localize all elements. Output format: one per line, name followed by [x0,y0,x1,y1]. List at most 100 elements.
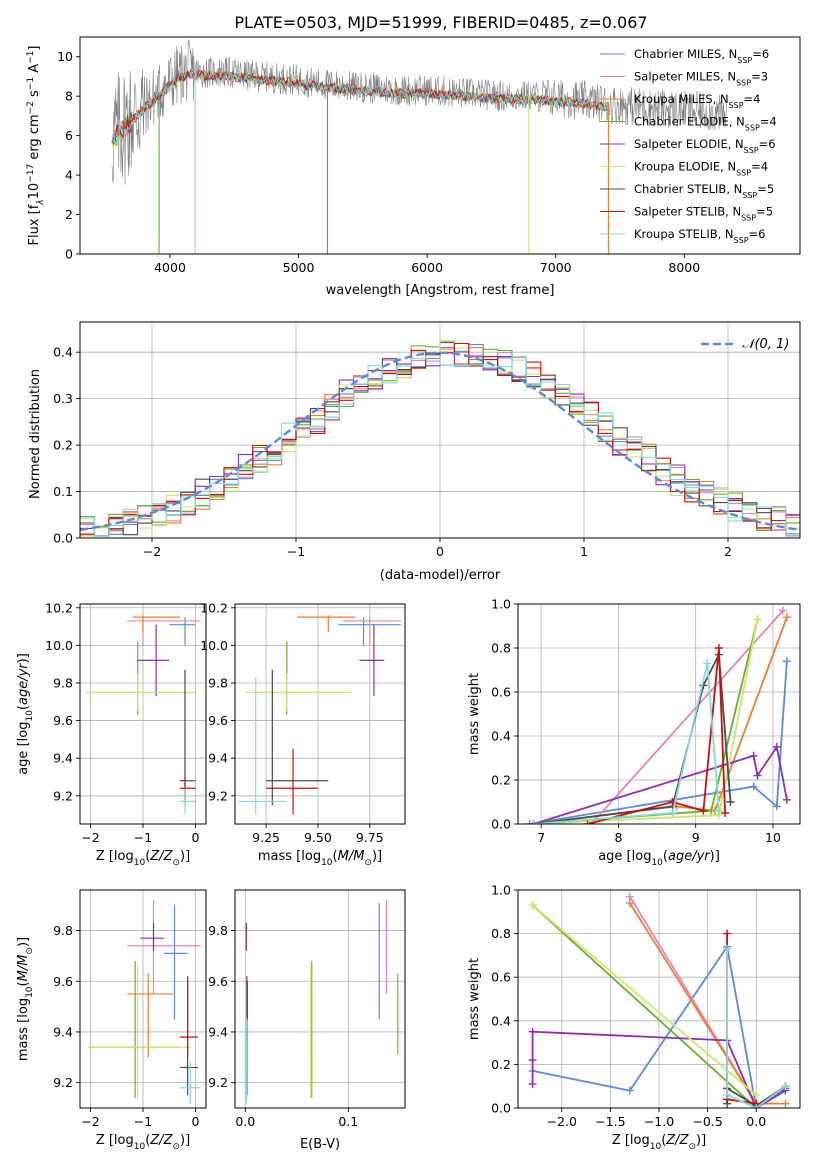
label-part: Z/Z [149,849,173,864]
weight-line-chabrier-stelib [533,651,732,824]
weight-line-chabrier-miles [529,661,788,824]
x-tick-label: −2.0 [547,1114,577,1129]
legend-value: =6 [749,227,766,241]
legend-label-normal: 𝒩(0, 1) [742,337,789,352]
weight-marker-salpeter-elodie [528,1027,537,1036]
y-tick-label: 10.2 [200,600,228,615]
x-tick-label: 0 [192,830,200,845]
weight-marker-salpeter-stelib [699,806,708,815]
legend-sub: SSP [734,236,749,245]
label-part: mass [log [16,998,31,1061]
weight-marker-salpeter-elodie [528,1080,537,1089]
y-tick-label: 9.2 [53,788,73,803]
legend-sub: SSP [736,168,751,177]
y-tick-label: 0.2 [53,438,73,453]
plot-area [85,615,201,815]
x-axis-label: Z [log10(Z/Z⊙)] [612,1133,706,1152]
x-tick-label: 8000 [668,260,700,275]
weight-marker-salpeter-elodie [782,795,791,804]
y-tick-label: 0.0 [491,817,511,832]
y-tick-label: 10.0 [200,638,228,653]
y-tick-label: 9.4 [208,1024,228,1039]
label-part: age/yr [16,662,31,705]
age-vs-metallicity-panel: −2 −1 09.29.49.69.810.010.2Z [log10(Z/Z⊙)]… [16,600,207,868]
y-tick-label: 0.2 [491,1057,511,1072]
residuals-panel: −2 −1 0 1 2 0.0 0.1 0.2 0.3 0.4 𝒩(0, 1) (data-model… [28,321,801,583]
legend-sub: SSP [737,56,752,65]
y-axis-label: mass weight [467,673,482,755]
legend-name: Salpeter MILES, N [634,70,736,84]
y-tick-label: 9.8 [53,923,73,938]
y-tick-label: 0.2 [491,773,511,788]
y-tick-label: 9.6 [208,713,228,728]
weight-marker-kroupa-stelib [703,659,712,668]
label-part: s [27,90,42,101]
plot-area [525,606,791,824]
label-part: ( [661,1133,666,1148]
y-tick-label: 10.2 [45,600,73,615]
y-axis-label: mass [log10(M/M⊙)] [16,937,35,1061]
weight-marker-kroupa-stelib [723,1090,732,1099]
y-tick-label: 9.8 [208,923,228,938]
label-part: M/M [338,849,365,864]
y-tick-label: 9.6 [53,713,73,728]
label-part: −17 [26,164,36,183]
axes-frame [234,603,406,825]
normal-distribution-curve [80,351,800,532]
label-part: Z [log [96,1133,134,1148]
weight-marker-salpeter-stelib [721,809,730,817]
y-tick-label: 6 [65,128,73,143]
axes-frame [79,603,207,825]
x-tick-label: 2 [724,544,732,559]
x-tick-label: −1.5 [595,1114,625,1129]
y-tick-label: 9.2 [208,1075,228,1090]
x-tick-label: 1 [580,544,588,559]
weight-marker-salpeter-elodie [749,751,758,760]
y-tick-label: 9.4 [208,751,228,766]
legend-name: Salpeter ELODIE, N [634,137,744,151]
label-part: mass [log [258,849,321,864]
x-tick-label: −2 [143,544,161,559]
x-tick-label: 0.0 [235,1114,255,1129]
legend-value: =5 [757,182,774,196]
label-part: Z/Z [665,1133,689,1148]
label-part: −2 [26,101,36,114]
legend-sub: SSP [745,123,760,132]
legend-label-salpeter-miles: Salpeter MILES, NSSP=3 [634,70,768,88]
weight-marker-kroupa-miles [782,613,791,622]
axes-frame [517,603,801,825]
residual-histogram-kroupa-elodie [80,340,800,537]
x-tick-label: −1.0 [644,1114,674,1129]
plot-area [87,900,201,1103]
y-tick-label: 0 [65,247,73,262]
y-tick-label: 0.1 [53,484,73,499]
x-tick-label: −2 [81,830,99,845]
legend-value: =5 [756,205,773,219]
y-tick-label: 0.0 [53,531,73,546]
y-tick-label: 2 [65,207,73,222]
plot-area [111,39,727,254]
label-part: ⊙ [172,1142,180,1152]
legend-value: =4 [760,115,777,129]
weight-marker-kroupa-stelib [723,944,732,953]
mass-vs-ebv-panel: 0.0 0.1 9.2 9.4 9.6 9.8 E(B-V) [208,889,406,1152]
label-part: ( [333,849,338,864]
y-tick-label: 4 [65,168,73,183]
label-part: ( [663,849,668,864]
label-part: 10 [27,183,42,200]
weight-marker-kroupa-miles [781,1099,790,1108]
x-axis-label: (data-model)/error [380,568,501,583]
x-axis-label: E(B-V) [300,1137,340,1152]
residual-histogram-kroupa-stelib [80,354,800,537]
x-tick-label: 9.25 [252,830,280,845]
y-tick-label: 0.0 [491,1101,511,1116]
label-part: 10 [25,986,35,998]
x-tick-label: 5000 [283,260,315,275]
spectrum-panel: 4000 5000 6000 7000 8000 0 2 4 6 8 10 wavelength [A… [26,36,801,298]
x-axis-label: mass [log10(M/M⊙)] [258,849,382,868]
mass-vs-metallicity-panel: −2 −1 09.29.49.69.8Z [log10(Z/Z⊙)]mass [lo… [16,889,207,1152]
y-axis-label: Normed distribution [28,369,43,499]
weight-line-salpeter-elodie [533,744,788,824]
figure-title: PLATE=0503, MJD=51999, FIBERID=0485, z=0… [234,13,647,32]
